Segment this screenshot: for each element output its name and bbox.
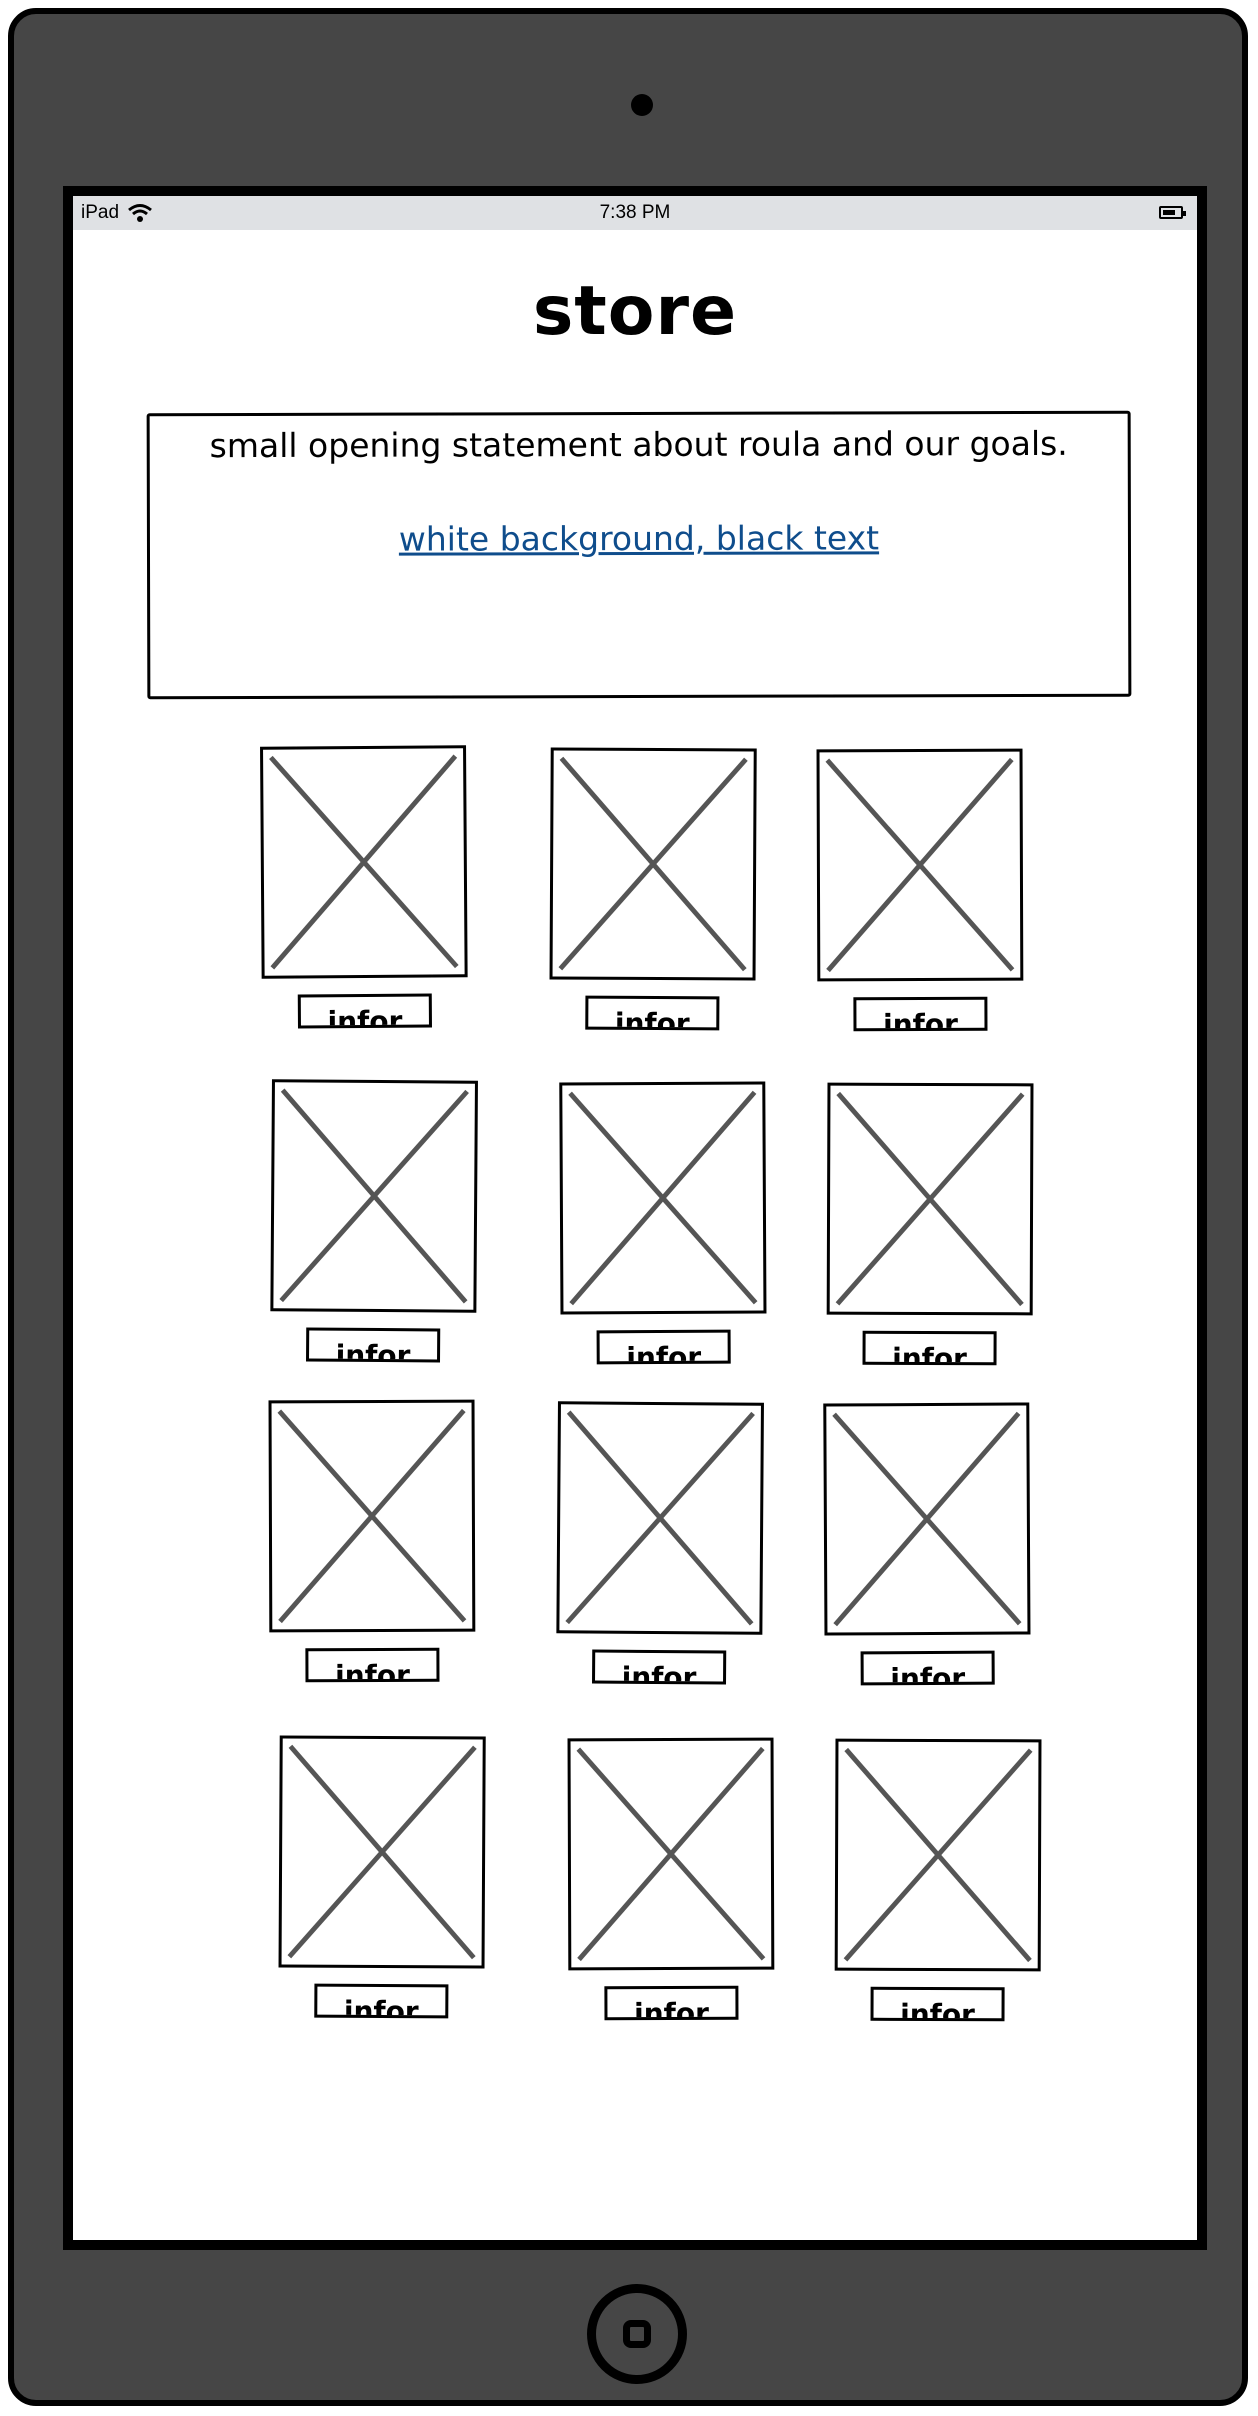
product-card[interactable]: infor [278,1735,486,2019]
image-placeholder-icon [260,745,468,979]
image-placeholder-icon [278,1735,486,1969]
product-card[interactable]: infor [268,1399,476,1683]
product-card[interactable]: infor [559,1081,767,1365]
product-info-label: infor [306,1327,441,1363]
product-card[interactable]: infor [816,748,1024,1032]
product-info-label: infor [853,996,988,1032]
home-button[interactable] [587,2284,687,2384]
product-card[interactable]: infor [556,1401,764,1685]
product-grid: infor infor infor infor infor infor infor infor… [73,196,1197,2240]
product-info-label: infor [862,1330,997,1366]
product-info-label: infor [585,995,720,1031]
camera-icon [631,94,653,116]
home-button-icon [623,2320,651,2348]
device-label: iPad [81,202,120,223]
tablet-frame: iPad 7:38 PM store small opening stateme… [8,8,1248,2406]
product-info-label: infor [596,1329,731,1365]
image-placeholder-icon [823,1402,1031,1636]
product-info-label: infor [592,1649,727,1685]
image-placeholder-icon [567,1737,775,1971]
product-info-label: infor [305,1647,440,1683]
product-info-label: infor [860,1650,995,1686]
wifi-icon [128,204,152,222]
product-card[interactable]: infor [270,1079,478,1363]
image-placeholder-icon [549,747,757,981]
battery-icon [1159,206,1186,219]
image-placeholder-icon [826,1082,1034,1316]
image-placeholder-icon [270,1079,478,1313]
product-card[interactable]: infor [826,1082,1034,1366]
image-placeholder-icon [556,1401,764,1635]
product-card[interactable]: infor [260,745,468,1029]
product-info-label: infor [604,1985,739,2021]
image-placeholder-icon [816,748,1024,982]
status-time: 7:38 PM [599,202,671,223]
product-card[interactable]: infor [823,1402,1031,1686]
screen: iPad 7:38 PM store small opening stateme… [63,186,1207,2250]
product-info-label: infor [870,1986,1005,2022]
image-placeholder-icon [834,1738,1042,1972]
page-title: store [532,272,738,351]
product-info-label: infor [314,1983,449,2019]
status-bar: iPad 7:38 PM [73,196,1197,230]
status-left: iPad [81,202,153,224]
product-card[interactable]: infor [549,747,757,1031]
product-info-label: infor [297,993,432,1029]
image-placeholder-icon [268,1399,476,1633]
product-card[interactable]: infor [834,1738,1042,2022]
product-card[interactable]: infor [567,1737,775,2021]
image-placeholder-icon [559,1081,767,1315]
